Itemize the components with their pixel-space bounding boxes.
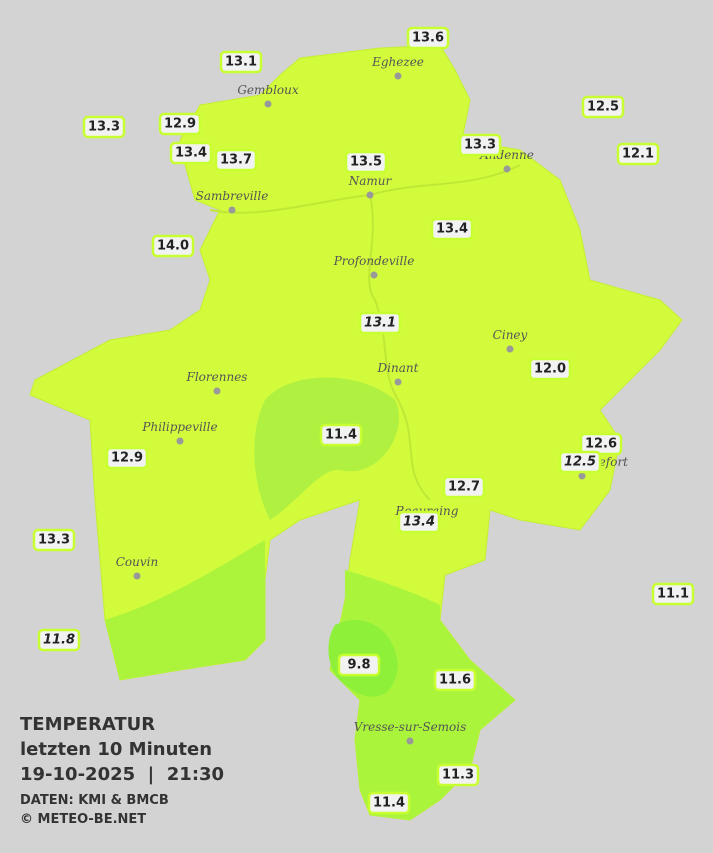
- station-box: [214, 148, 258, 172]
- station-box: [436, 763, 480, 787]
- station-value: 12.6: [585, 437, 617, 452]
- cool-zone: [105, 540, 265, 680]
- city-dot: [264, 100, 272, 108]
- city-label: Eghezee: [371, 55, 424, 69]
- station-value: 13.1: [364, 316, 396, 331]
- legend-source: DATEN: KMI & BMCB: [20, 793, 169, 808]
- station-value: 11.6: [439, 673, 471, 688]
- station-value: 13.4: [403, 515, 435, 530]
- city-dot: [578, 472, 586, 480]
- station-box: [169, 141, 213, 165]
- station-value: 12.5: [587, 100, 619, 115]
- city-dot: [366, 191, 374, 199]
- station-box: [442, 475, 486, 499]
- station-box: [82, 115, 126, 139]
- station-box: [528, 357, 572, 381]
- station-value: 12.1: [622, 147, 654, 162]
- warm-zone: [254, 377, 399, 520]
- station-value: 12.0: [534, 362, 566, 377]
- city-label: Sambreville: [196, 189, 269, 203]
- city-dot: [406, 737, 414, 745]
- station-box: [616, 142, 660, 166]
- station-box: [337, 653, 381, 677]
- station-box: [430, 217, 474, 241]
- station-value: 12.7: [448, 480, 480, 495]
- city-dot: [506, 345, 514, 353]
- station-value: 11.8: [43, 633, 75, 648]
- station-value: 12.9: [164, 117, 196, 132]
- city-dot: [394, 378, 402, 386]
- city-dot: [176, 437, 184, 445]
- station-box: [651, 582, 695, 606]
- station-box: [158, 112, 202, 136]
- station-value: 13.5: [350, 155, 382, 170]
- city-label: Gembloux: [237, 83, 299, 97]
- station-box: [581, 95, 625, 119]
- station-box: [344, 150, 388, 174]
- city-dot: [503, 165, 511, 173]
- station-box: [397, 510, 441, 534]
- station-box: [32, 528, 76, 552]
- station-value: 12.5: [564, 455, 596, 470]
- city-label: Couvin: [116, 555, 158, 569]
- station-value: 12.9: [111, 451, 143, 466]
- station-value: 13.3: [38, 533, 70, 548]
- city-dot: [213, 387, 221, 395]
- city-dot: [133, 572, 141, 580]
- station-value: 13.6: [412, 31, 444, 46]
- legend-period: letzten 10 Minuten: [20, 739, 212, 760]
- city-label: Vresse-sur-Semois: [354, 720, 467, 734]
- station-value: 13.3: [464, 138, 496, 153]
- station-value: 13.4: [175, 146, 207, 161]
- city-label: Florennes: [186, 370, 248, 384]
- city-label: Philippeville: [141, 420, 217, 434]
- city-dot: [370, 271, 378, 279]
- station-value: 11.1: [657, 587, 689, 602]
- station-box: [406, 26, 450, 50]
- station-box: [579, 432, 623, 456]
- station-value: 13.4: [436, 222, 468, 237]
- city-dot: [394, 72, 402, 80]
- city-label: Profondeville: [333, 254, 415, 268]
- station-box: [37, 628, 81, 652]
- station-box: [558, 450, 602, 474]
- city-label: Ciney: [493, 328, 528, 342]
- station-value: 9.8: [347, 658, 370, 673]
- station-box: [219, 50, 263, 74]
- city-label: Namur: [348, 174, 393, 188]
- city-dot: [228, 206, 236, 214]
- station-box: [105, 446, 149, 470]
- station-value: 13.3: [88, 120, 120, 135]
- legend-title: TEMPERATUR: [20, 714, 155, 735]
- station-box: [367, 791, 411, 815]
- station-value: 13.1: [225, 55, 257, 70]
- station-box: [319, 423, 363, 447]
- station-value: 13.7: [220, 153, 252, 168]
- station-box: [151, 234, 195, 258]
- station-value: 11.4: [373, 796, 405, 811]
- city-label: Dinant: [377, 361, 419, 375]
- station-box: [433, 668, 477, 692]
- station-box: [358, 311, 402, 335]
- station-value: 11.3: [442, 768, 474, 783]
- legend-datetime: 19-10-2025 | 21:30: [20, 764, 224, 785]
- station-box: [458, 133, 502, 157]
- station-value: 11.4: [325, 428, 357, 443]
- legend-copyright: © METEO-BE.NET: [20, 812, 146, 827]
- station-value: 14.0: [157, 239, 189, 254]
